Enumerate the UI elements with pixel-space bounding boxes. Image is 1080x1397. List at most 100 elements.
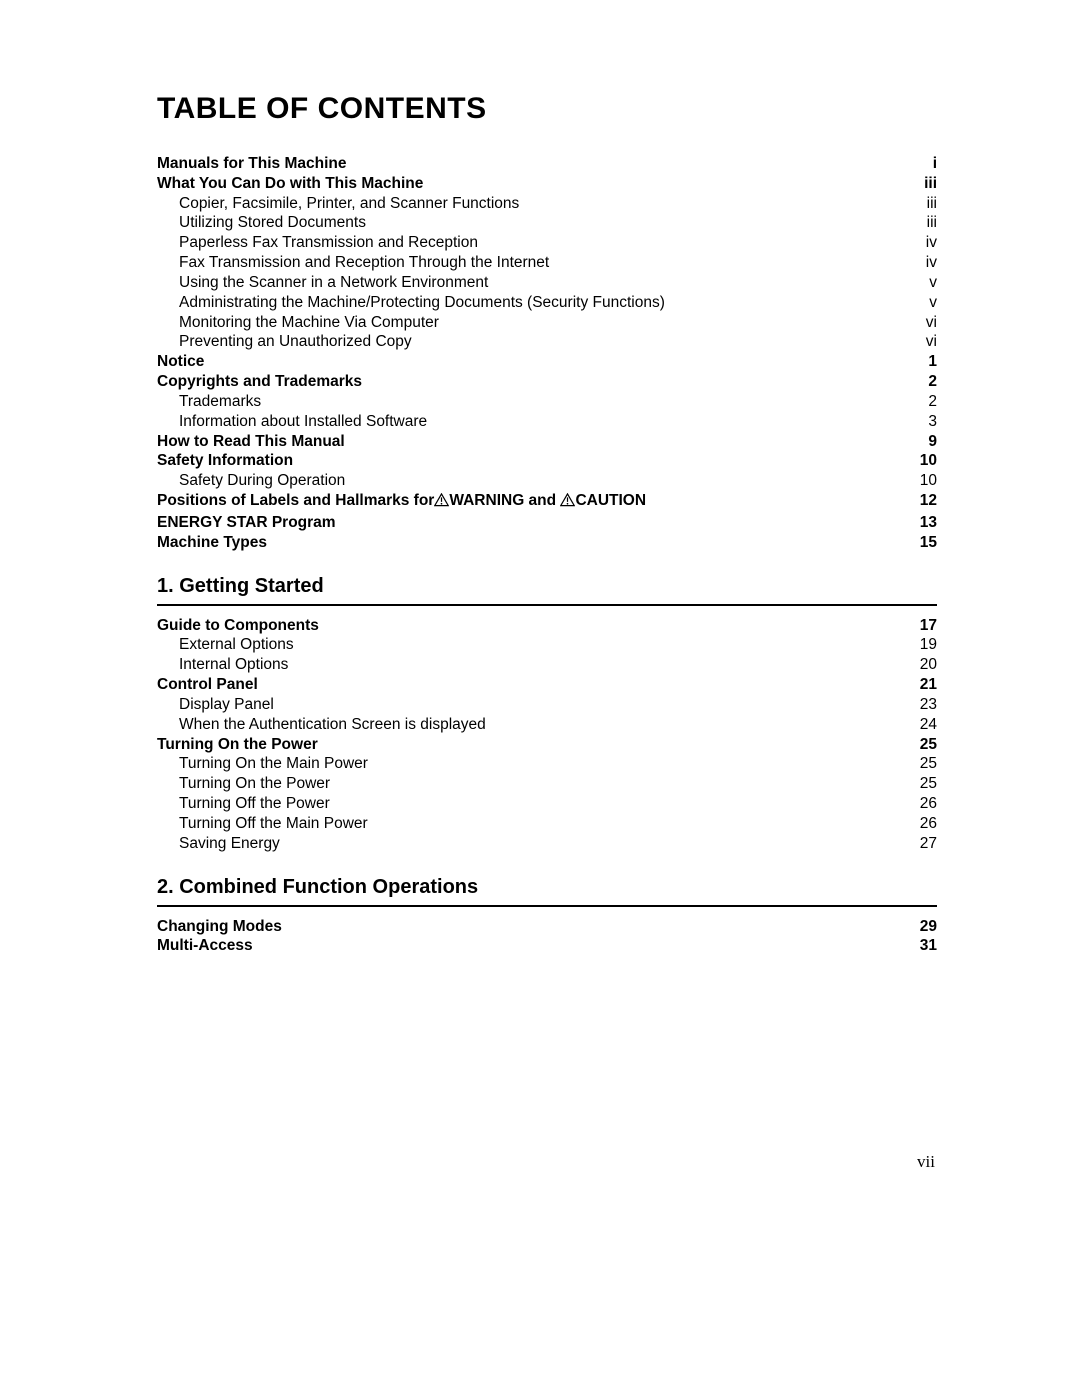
toc-entry-label: Saving Energy	[179, 834, 280, 854]
toc-entry-l1: Multi-Access31	[157, 936, 937, 956]
toc-entry-label: Turning Off the Main Power	[179, 814, 368, 834]
toc-entry-page: 10	[915, 451, 937, 471]
toc-entry-l1: Notice 1	[157, 352, 937, 372]
toc-entry-l2: Trademarks2	[179, 392, 937, 412]
toc-entry-l1: What You Can Do with This Machine iii	[157, 174, 937, 194]
toc-entry-l2: Information about Installed Software 3	[179, 412, 937, 432]
toc-entry-l2: Safety During Operation 10	[179, 471, 937, 491]
toc-entry-label: Changing Modes	[157, 917, 282, 937]
toc-entry-l1: Safety Information 10	[157, 451, 937, 471]
toc-entry-page: 19	[915, 635, 937, 655]
toc-entry-l1: Manuals for This Machine i	[157, 154, 937, 174]
toc-entry-label: Monitoring the Machine Via Computer	[179, 313, 439, 333]
toc-entry-page: 20	[915, 655, 937, 675]
toc-entry-l1: How to Read This Manual9	[157, 432, 937, 452]
toc-entry-label: Copyrights and Trademarks	[157, 372, 362, 392]
toc-entry-page: v	[915, 293, 937, 313]
toc-entry-l2: Preventing an Unauthorized Copyvi	[179, 332, 937, 352]
toc-entry-label: Copier, Facsimile, Printer, and Scanner …	[179, 194, 519, 214]
toc-entry-l2: Display Panel 23	[179, 695, 937, 715]
warning-icon	[434, 493, 449, 513]
toc-sections: 1. Getting Started Guide to Components17E…	[157, 575, 937, 957]
toc-entry-label: Turning Off the Power	[179, 794, 330, 814]
toc-entry-l2: Monitoring the Machine Via Computer vi	[179, 313, 937, 333]
toc-entry-l2: When the Authentication Screen is displa…	[179, 715, 937, 735]
toc-entry-page: iii	[915, 194, 937, 214]
toc-entry-page: 26	[915, 794, 937, 814]
toc-entry-page: 3	[915, 412, 937, 432]
toc-entry-label: Positions of Labels and Hallmarks forWAR…	[157, 491, 646, 513]
warning-icon	[560, 493, 575, 513]
toc-entry-l2: External Options 19	[179, 635, 937, 655]
toc-entry-page: i	[915, 154, 937, 174]
toc-entry-l2: Turning On the Main Power 25	[179, 754, 937, 774]
toc-entry-label: Information about Installed Software	[179, 412, 427, 432]
toc-entry-page: 31	[915, 936, 937, 956]
toc-entry-page: 1	[915, 352, 937, 372]
toc-entry-l2: Copier, Facsimile, Printer, and Scanner …	[179, 194, 937, 214]
toc-entry-l2: Utilizing Stored Documentsiii	[179, 213, 937, 233]
toc-entry-label: Administrating the Machine/Protecting Do…	[179, 293, 665, 313]
toc-entry-page: 25	[915, 754, 937, 774]
toc-entry-l2: Saving Energy 27	[179, 834, 937, 854]
toc-entry-label: Safety During Operation	[179, 471, 345, 491]
toc-entry-page: 23	[915, 695, 937, 715]
toc-entry-label: Notice	[157, 352, 204, 372]
toc-entry-l2: Internal Options 20	[179, 655, 937, 675]
toc-entry-page: 25	[915, 735, 937, 755]
toc-entry-label: How to Read This Manual	[157, 432, 345, 452]
toc-entry-label: Paperless Fax Transmission and Reception	[179, 233, 478, 253]
toc-entry-l1: Positions of Labels and Hallmarks forWAR…	[157, 491, 937, 513]
section-heading: 1. Getting Started	[157, 575, 937, 598]
page-title: TABLE OF CONTENTS	[157, 92, 937, 126]
toc-entry-label: Display Panel	[179, 695, 274, 715]
toc-entry-label: Safety Information	[157, 451, 293, 471]
toc-entry-label: Using the Scanner in a Network Environme…	[179, 273, 488, 293]
toc-entry-l1: ENERGY STAR Program 13	[157, 513, 937, 533]
toc-entry-page: 21	[915, 675, 937, 695]
toc-entry-l2: Fax Transmission and Reception Through t…	[179, 253, 937, 273]
toc-entry-l2: Turning On the Power 25	[179, 774, 937, 794]
toc-page: TABLE OF CONTENTS Manuals for This Machi…	[157, 92, 937, 956]
page-number: vii	[917, 1152, 935, 1172]
toc-entry-page: iv	[915, 233, 937, 253]
toc-entry-label: Turning On the Main Power	[179, 754, 368, 774]
toc-entry-label: Manuals for This Machine	[157, 154, 346, 174]
toc-entry-page: iii	[915, 213, 937, 233]
toc-entry-page: 15	[915, 533, 937, 553]
toc-entry-l1: Guide to Components17	[157, 616, 937, 636]
toc-entry-l2: Turning Off the Power 26	[179, 794, 937, 814]
toc-entry-page: vi	[915, 313, 937, 333]
toc-entry-l1: Turning On the Power25	[157, 735, 937, 755]
toc-entry-l1: Machine Types 15	[157, 533, 937, 553]
toc-entry-l2: Turning Off the Main Power 26	[179, 814, 937, 834]
section-heading: 2. Combined Function Operations	[157, 876, 937, 899]
toc-entry-page: 26	[915, 814, 937, 834]
toc-entry-label: Control Panel	[157, 675, 258, 695]
toc-entry-l2: Administrating the Machine/Protecting Do…	[179, 293, 937, 313]
toc-entry-page: 17	[915, 616, 937, 636]
toc-entry-l1: Changing Modes 29	[157, 917, 937, 937]
toc-entry-page: iv	[915, 253, 937, 273]
toc-entry-page: 12	[915, 491, 937, 511]
toc-entry-page: 25	[915, 774, 937, 794]
toc-entry-label: What You Can Do with This Machine	[157, 174, 423, 194]
toc-entry-label: External Options	[179, 635, 294, 655]
toc-entry-page: iii	[915, 174, 937, 194]
toc-entry-l2: Using the Scanner in a Network Environme…	[179, 273, 937, 293]
toc-entry-page: 2	[915, 372, 937, 392]
toc-entry-page: 24	[915, 715, 937, 735]
toc-entry-page: 29	[915, 917, 937, 937]
toc-entry-l1: Control Panel 21	[157, 675, 937, 695]
toc-entry-label: ENERGY STAR Program	[157, 513, 336, 533]
toc-entry-l2: Paperless Fax Transmission and Reception…	[179, 233, 937, 253]
toc-entry-label: When the Authentication Screen is displa…	[179, 715, 486, 735]
toc-entry-label: Internal Options	[179, 655, 288, 675]
toc-entry-page: 13	[915, 513, 937, 533]
toc-entry-page: 10	[915, 471, 937, 491]
toc-entry-label: Machine Types	[157, 533, 267, 553]
toc-entry-page: 2	[915, 392, 937, 412]
toc-entry-page: 27	[915, 834, 937, 854]
toc-entry-label: Turning On the Power	[179, 774, 330, 794]
section-rule	[157, 604, 937, 606]
